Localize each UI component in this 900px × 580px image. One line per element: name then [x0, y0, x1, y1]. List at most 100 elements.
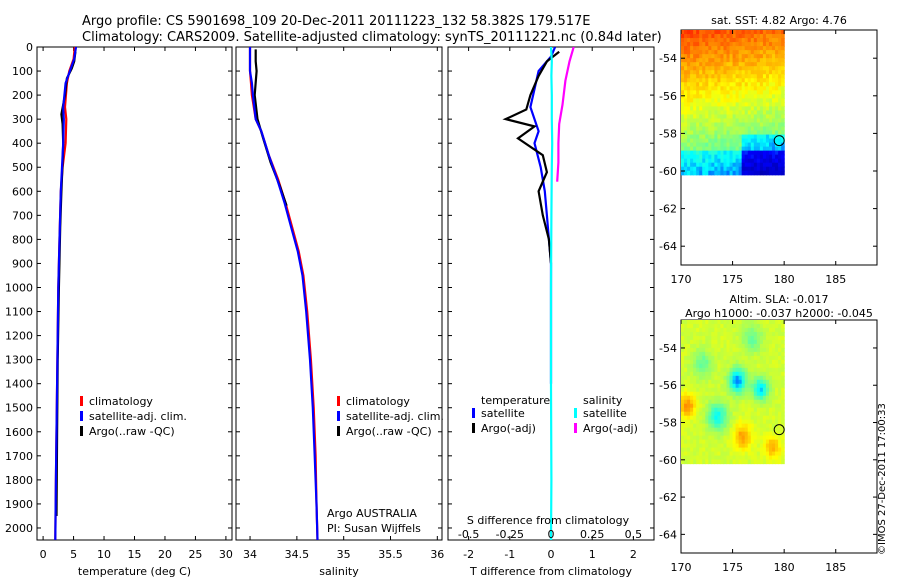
y-tick-label: 900: [12, 257, 33, 270]
y-tick-label: 1500: [5, 402, 33, 415]
y-tick-label: -62: [659, 491, 677, 504]
x-tick-label: 20: [158, 548, 172, 561]
annotation-pi: PI: Susan Wijffels: [327, 522, 421, 535]
figure-title-line1: Argo profile: CS 5901698_109 20-Dec-2011…: [82, 14, 591, 29]
x-tick-label: 170: [671, 273, 692, 286]
x-tick-label: 34: [243, 548, 257, 561]
sla-map-panel: 170 175 180 185 -54 -56 -58 -60 -62 -64 Altim. SLA…: [659, 293, 878, 574]
y-tick-label: -58: [659, 417, 677, 430]
y-tick-label: 1400: [5, 378, 33, 391]
y-tick-label: 1200: [5, 330, 33, 343]
x-tick-label: 175: [722, 273, 743, 286]
top-tick-label: 0: [548, 528, 555, 541]
legend-label: satellite-adj. clim.: [89, 410, 187, 423]
top-tick-label: -0.5: [458, 528, 479, 541]
x-tick-label: 185: [825, 273, 846, 286]
argo-float-marker: [773, 424, 785, 436]
y-tick-label: 600: [12, 185, 33, 198]
y-tick-label: -56: [659, 379, 677, 392]
legend-swatch: [574, 408, 577, 418]
y-tick-label: 700: [12, 209, 33, 222]
y-tick-label: 100: [12, 65, 33, 78]
y-tick-label: 200: [12, 89, 33, 102]
x-axis-label: salinity: [319, 565, 359, 578]
salinity-panel: 34 34.5 35 35.5 36 salinity climatology satelli…: [235, 46, 444, 578]
series-group: [54, 47, 78, 540]
legend-group-salinity: salinity: [583, 394, 623, 407]
legend-swatch: [80, 426, 83, 436]
series-line-satellite-adj-clim-: [248, 47, 319, 540]
x-tick-label: 180: [774, 273, 795, 286]
x-tick-label: 170: [671, 561, 692, 574]
map-subtitle: Argo h1000: -0.037 h2000: -0.045: [685, 307, 873, 320]
x-tick-label: 0: [548, 548, 555, 561]
y-tick-label: 1100: [5, 306, 33, 319]
legend-label: climatology: [89, 395, 153, 408]
series-line-satellite: [549, 47, 554, 540]
x-tick-label: 5: [70, 548, 77, 561]
plot-frame: [36, 46, 233, 541]
x-tick-label: 35: [337, 548, 351, 561]
top-axis-label: S difference from climatology: [467, 514, 630, 527]
legend-swatch: [80, 411, 83, 421]
x-tick-label: 15: [128, 548, 142, 561]
legend-swatch: [80, 396, 83, 406]
x-tick-label: 10: [97, 548, 111, 561]
y-tick-label: 1800: [5, 474, 33, 487]
top-tick-label: 0.25: [580, 528, 605, 541]
legend-label: Argo(-adj): [583, 422, 638, 435]
y-tick-label: -54: [659, 52, 677, 65]
x-tick-label: 1: [589, 548, 596, 561]
annotation-argo-australia: Argo AUSTRALIA: [327, 507, 417, 520]
legend-label: climatology: [346, 395, 410, 408]
legend-swatch: [472, 423, 475, 433]
legend-label: satellite: [481, 407, 525, 420]
y-tick-label: 1700: [5, 450, 33, 463]
y-tick-label: 500: [12, 161, 33, 174]
series-group: [502, 47, 575, 540]
x-axis-label: temperature (deg C): [78, 565, 191, 578]
argo-float-marker: [773, 135, 785, 147]
legend-swatch: [337, 426, 340, 436]
legend-swatch: [574, 423, 577, 433]
x-tick-label: 25: [188, 548, 202, 561]
map-title: Altim. SLA: -0.017: [729, 293, 828, 306]
series-line-argo-adj-: [556, 47, 575, 182]
y-tick-label: 2000: [5, 522, 33, 535]
legend-swatch: [337, 396, 340, 406]
y-tick-label: 1300: [5, 354, 33, 367]
map-title: sat. SST: 4.82 Argo: 4.76: [711, 14, 847, 27]
x-tick-label: 180: [774, 561, 795, 574]
y-tick-label: -54: [659, 342, 677, 355]
series-line-argo-adj-: [502, 50, 560, 264]
y-tick-label: -60: [659, 165, 677, 178]
x-tick-label: 34.5: [285, 548, 310, 561]
temperature-panel: 0100200300400500600700800900100011001200…: [5, 41, 233, 578]
series-line-satellite-adj-clim-: [54, 47, 78, 540]
x-tick-label: 2: [630, 548, 637, 561]
series-group: [248, 47, 319, 540]
y-tick-label: 1600: [5, 426, 33, 439]
y-tick-label: -60: [659, 454, 677, 467]
map-cells: [681, 30, 785, 176]
sst-map-panel: 170 175 180 185 -54 -56 -58 -60 -62 -64 sat. SST: …: [659, 14, 878, 286]
x-tick-label: 35.5: [378, 548, 403, 561]
legend-swatch: [472, 408, 475, 418]
legend-label: satellite-adj. clim.: [346, 410, 444, 423]
y-tick-label: 0: [26, 41, 33, 54]
legend-label: Argo(..raw -QC): [346, 425, 432, 438]
legend-group-temperature: temperature: [481, 394, 550, 407]
figure-title-line2: Climatology: CARS2009. Satellite-adjuste…: [82, 30, 662, 45]
x-tick-label: 175: [722, 561, 743, 574]
y-tick-label: 400: [12, 137, 33, 150]
y-tick-label: 1000: [5, 281, 33, 294]
y-tick-label: -62: [659, 203, 677, 216]
map-cells: [681, 320, 785, 465]
x-tick-label: 185: [825, 561, 846, 574]
x-tick-label: -2: [463, 548, 474, 561]
x-axis-label: T difference from climatology: [469, 565, 632, 578]
difference-panel: -2 -1 0 1 2 T difference from climatology temp…: [447, 46, 655, 578]
x-tick-label: -1: [504, 548, 515, 561]
plot-frame: [235, 46, 443, 541]
